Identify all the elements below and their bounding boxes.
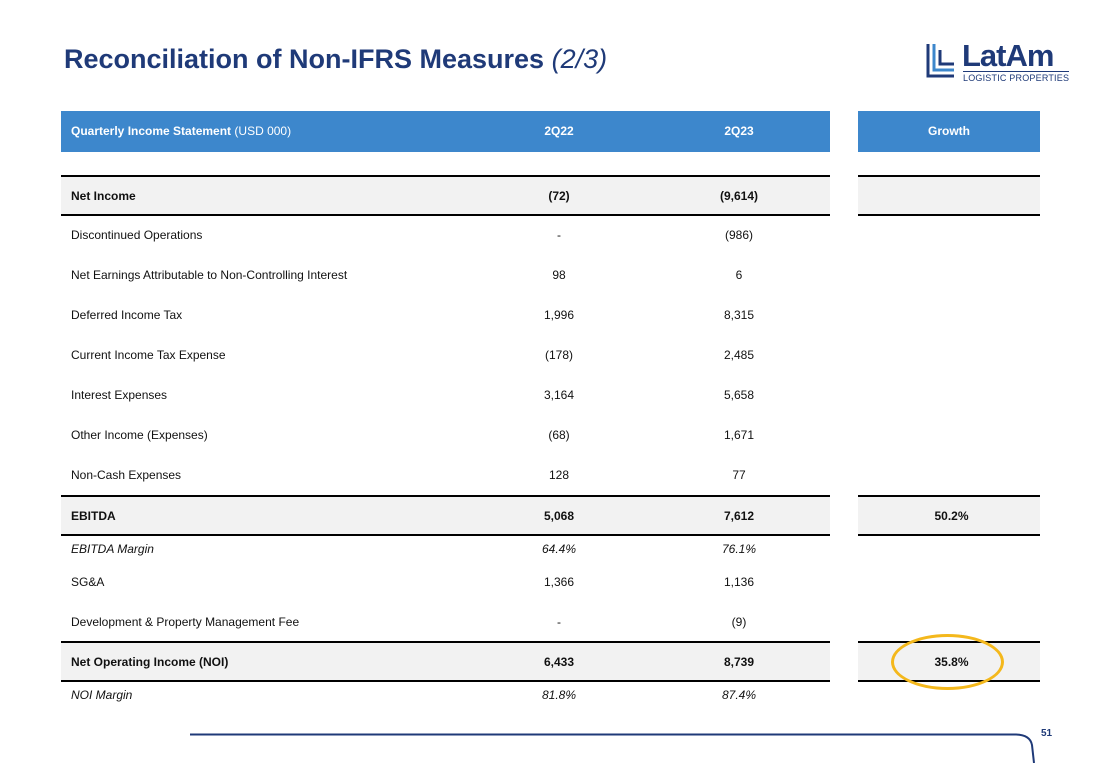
table-row: NOI Margin 81.8% 87.4% bbox=[61, 681, 1040, 708]
header-2q22: 2Q22 bbox=[544, 124, 574, 138]
table-header-growth: Growth bbox=[858, 111, 1040, 152]
table-header: Quarterly Income Statement (USD 000) 2Q2… bbox=[61, 111, 830, 152]
row-label: Net Earnings Attributable to Non-Control… bbox=[71, 268, 348, 282]
table-row: EBITDA Margin 64.4% 76.1% bbox=[61, 535, 1040, 562]
row-label: SG&A bbox=[71, 575, 105, 589]
value-2q23: 5,658 bbox=[723, 388, 755, 402]
row-label: Net Operating Income (NOI) bbox=[71, 655, 229, 669]
row-label: Other Income (Expenses) bbox=[71, 428, 208, 442]
table-row: Non-Cash Expenses 128 77 bbox=[61, 455, 1040, 495]
row-shading bbox=[61, 641, 830, 682]
value-2q23: 8,739 bbox=[723, 655, 755, 669]
table-row: Current Income Tax Expense (178) 2,485 bbox=[61, 335, 1040, 375]
page-title: Reconciliation of Non-IFRS Measures (2/3… bbox=[64, 44, 607, 75]
row-label: Net Income bbox=[71, 189, 136, 203]
table-row: SG&A 1,366 1,136 bbox=[61, 562, 1040, 602]
title-sub: (2/3) bbox=[551, 44, 608, 74]
table-row: Net Income (72) (9,614) bbox=[61, 175, 1040, 216]
row-label: Non-Cash Expenses bbox=[71, 468, 182, 482]
table-row: EBITDA 5,068 7,612 50.2% bbox=[61, 495, 1040, 536]
row-label: EBITDA bbox=[71, 509, 116, 523]
row-shading bbox=[61, 495, 830, 536]
value-2q23: 76.1% bbox=[721, 542, 757, 556]
footer-line bbox=[190, 733, 1035, 763]
value-2q22: (72) bbox=[548, 189, 570, 203]
value-2q23: 87.4% bbox=[721, 688, 757, 702]
value-2q22: 128 bbox=[548, 468, 570, 482]
row-shading bbox=[61, 175, 830, 216]
table-row: Discontinued Operations - (986) bbox=[61, 215, 1040, 255]
value-2q22: 1,996 bbox=[543, 308, 575, 322]
page-number: 51 bbox=[1041, 728, 1053, 739]
value-2q22: 81.8% bbox=[541, 688, 577, 702]
value-2q23: (9) bbox=[731, 615, 747, 629]
value-2q22: (178) bbox=[544, 348, 573, 362]
table-row: Interest Expenses 3,164 5,658 bbox=[61, 375, 1040, 415]
value-2q22: (68) bbox=[548, 428, 570, 442]
title-main: Reconciliation of Non-IFRS Measures bbox=[64, 44, 545, 74]
row-label: NOI Margin bbox=[71, 688, 133, 702]
value-2q22: 1,366 bbox=[543, 575, 575, 589]
row-label: Current Income Tax Expense bbox=[71, 348, 226, 362]
highlight-circle bbox=[891, 634, 1004, 690]
row-label: Development & Property Management Fee bbox=[71, 615, 300, 629]
row-label: Deferred Income Tax bbox=[71, 308, 183, 322]
value-growth: 50.2% bbox=[934, 509, 969, 523]
value-2q23: 8,315 bbox=[723, 308, 755, 322]
value-2q23: 2,485 bbox=[723, 348, 755, 362]
table-row: Other Income (Expenses) (68) 1,671 bbox=[61, 415, 1040, 455]
value-2q22: - bbox=[557, 228, 561, 242]
value-2q23: 1,136 bbox=[723, 575, 755, 589]
logo-mark-icon bbox=[926, 44, 954, 78]
row-shading-growth bbox=[858, 495, 1040, 536]
logo-brand: LatAm bbox=[962, 38, 1054, 73]
value-2q22: - bbox=[557, 615, 561, 629]
row-label: Discontinued Operations bbox=[71, 228, 203, 242]
row-label: Interest Expenses bbox=[71, 388, 168, 402]
value-2q23: 7,612 bbox=[723, 509, 755, 523]
value-2q23: (986) bbox=[724, 228, 753, 242]
value-2q23: 6 bbox=[735, 268, 743, 282]
value-2q22: 5,068 bbox=[543, 509, 575, 523]
header-growth: Growth bbox=[928, 124, 970, 138]
value-2q22: 64.4% bbox=[541, 542, 577, 556]
value-2q23: (9,614) bbox=[719, 189, 759, 203]
value-2q22: 3,164 bbox=[543, 388, 575, 402]
value-2q22: 98 bbox=[552, 268, 566, 282]
table-row: Net Earnings Attributable to Non-Control… bbox=[61, 255, 1040, 295]
logo-tagline: LOGISTIC PROPERTIES bbox=[963, 71, 1070, 83]
value-2q23: 77 bbox=[732, 468, 746, 482]
table-row: Development & Property Management Fee - (9… bbox=[61, 602, 1040, 642]
header-2q23: 2Q23 bbox=[724, 124, 754, 138]
row-label: EBITDA Margin bbox=[71, 542, 154, 556]
value-2q23: 1,671 bbox=[723, 428, 755, 442]
company-logo: LatAm LOGISTIC PROPERTIES bbox=[926, 38, 1070, 86]
row-shading-growth bbox=[858, 175, 1040, 216]
table-row: Deferred Income Tax 1,996 8,315 bbox=[61, 295, 1040, 335]
header-label: Quarterly Income Statement (USD 000) bbox=[71, 124, 292, 138]
value-2q22: 6,433 bbox=[543, 655, 575, 669]
